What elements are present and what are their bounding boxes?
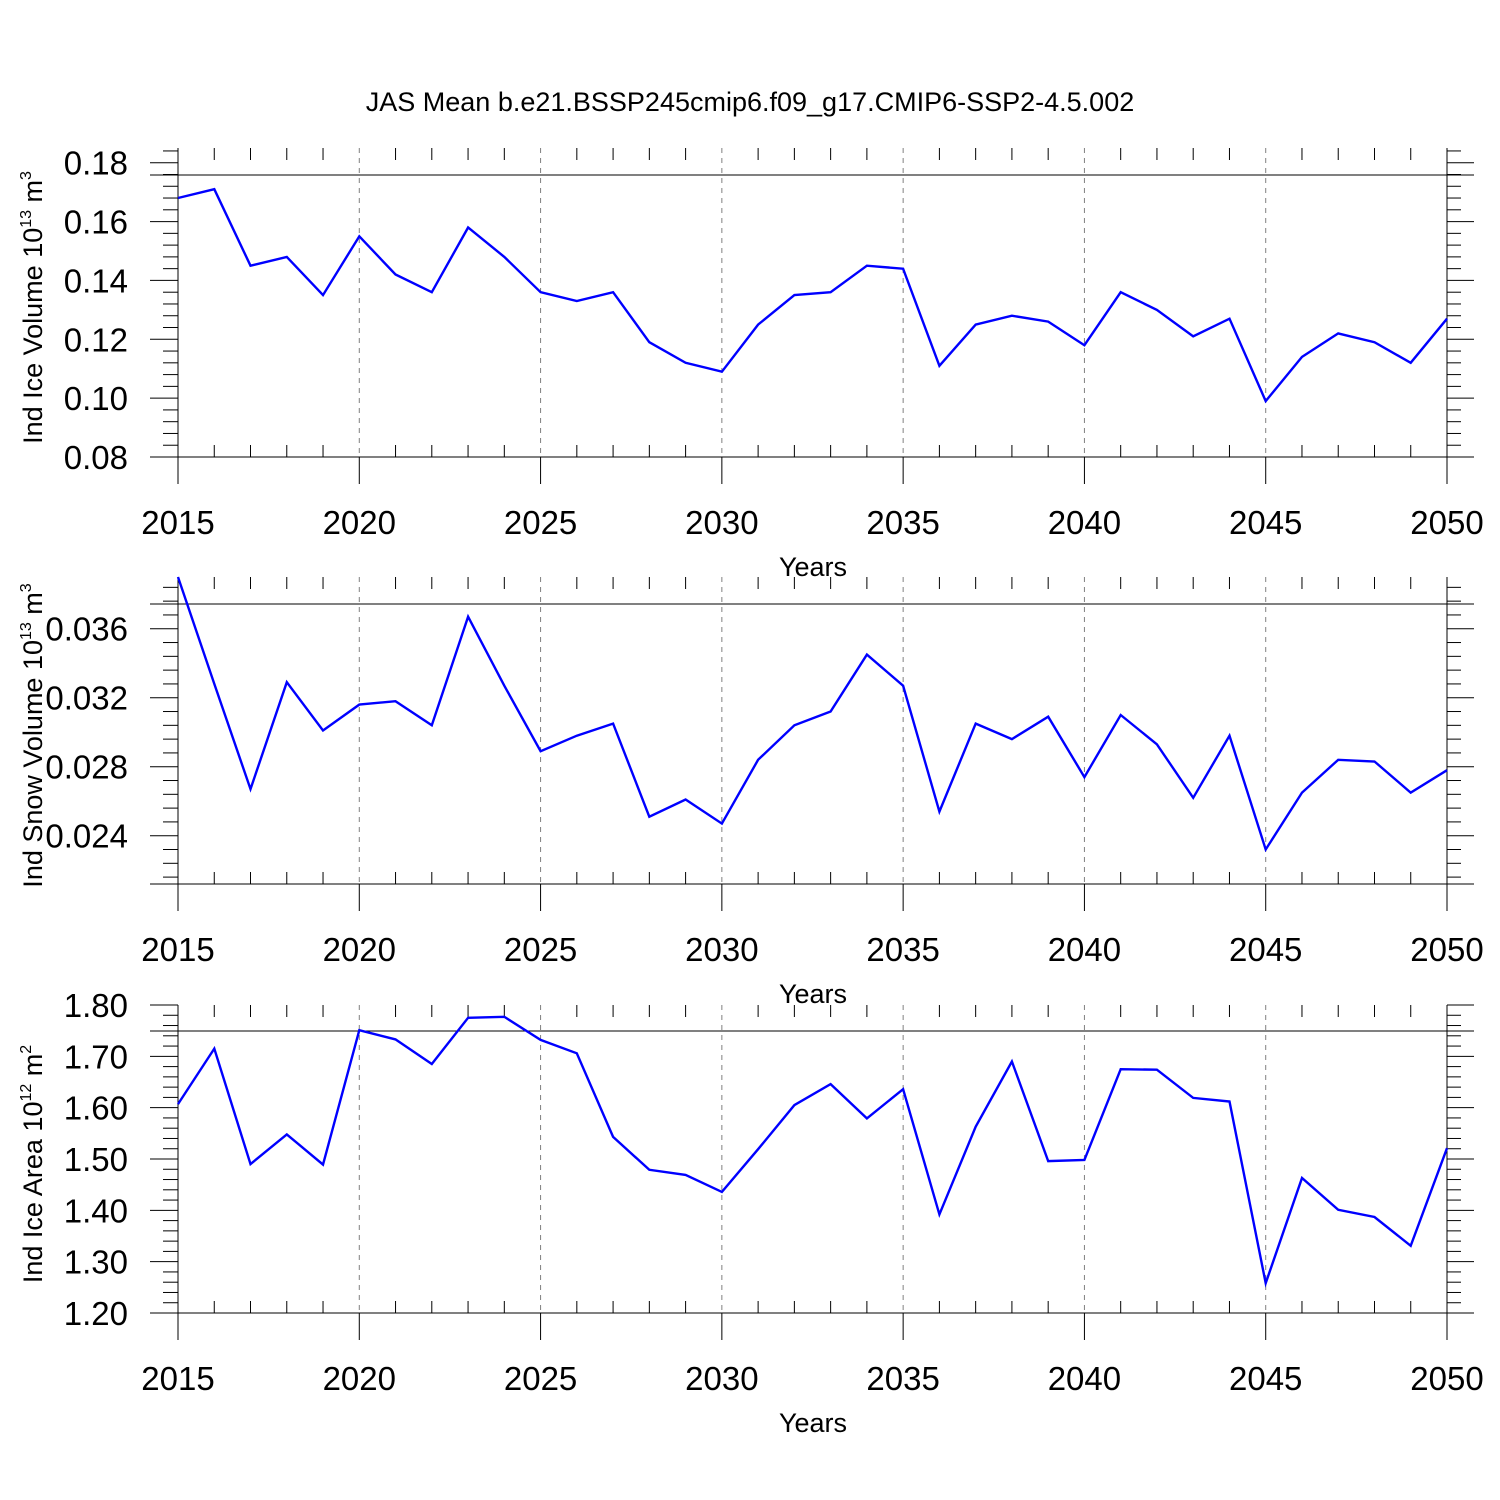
y-axis-title: Ind Ice Area 1012 m2 bbox=[18, 1045, 48, 1283]
y-tick-label: 0.08 bbox=[64, 439, 128, 476]
x-tick-label: 2045 bbox=[1229, 1360, 1302, 1397]
x-tick-label: 2040 bbox=[1048, 1360, 1121, 1397]
series-line-3 bbox=[176, 1015, 1449, 1288]
x-tick-label: 2015 bbox=[141, 931, 214, 968]
y-tick-label: 0.10 bbox=[64, 380, 128, 417]
x-tick-label: 2050 bbox=[1410, 931, 1483, 968]
panel-1: 2015 2020 2025 2030 2035 2040 2045 2050 Years 0.0… bbox=[18, 145, 1484, 582]
x-tick-label: 2015 bbox=[141, 504, 214, 541]
panel-2: 2015 2020 2025 2030 2035 2040 2045 2050 Years 0.0… bbox=[18, 576, 1484, 1009]
x-tick-label: 2045 bbox=[1229, 931, 1302, 968]
series-line-2 bbox=[176, 576, 1448, 853]
panels: 2015 2020 2025 2030 2035 2040 2045 2050 Years 0.0… bbox=[18, 145, 1484, 1438]
y-tick-label: 0.032 bbox=[45, 680, 128, 717]
y-tick-label: 1.40 bbox=[64, 1192, 128, 1229]
x-tick-label: 2030 bbox=[685, 1360, 758, 1397]
y-tick-label: 0.036 bbox=[45, 611, 128, 648]
x-tick-label: 2020 bbox=[323, 1360, 396, 1397]
y-tick-label: 1.20 bbox=[64, 1295, 128, 1332]
x-tick-label: 2050 bbox=[1410, 504, 1483, 541]
x-tick-label: 2050 bbox=[1410, 1360, 1483, 1397]
x-tick-label: 2025 bbox=[504, 1360, 577, 1397]
x-tick-label: 2025 bbox=[504, 931, 577, 968]
y-tick-label: 1.80 bbox=[64, 987, 128, 1024]
y-tick-label: 1.60 bbox=[64, 1090, 128, 1127]
x-tick-label: 2040 bbox=[1048, 931, 1121, 968]
panel-3: 2015 2020 2025 2030 2035 2040 2045 2050 Years 1.2… bbox=[18, 987, 1484, 1438]
y-tick-label: 1.50 bbox=[64, 1141, 128, 1178]
x-tick-label: 2040 bbox=[1048, 504, 1121, 541]
chart-title: JAS Mean b.e21.BSSP245cmip6.f09_g17.CMIP… bbox=[366, 87, 1134, 117]
y-axis-title: Ind Snow Volume 1013 m3 bbox=[18, 583, 48, 887]
y-tick-label: 0.18 bbox=[64, 145, 128, 182]
y-tick-label: 0.16 bbox=[64, 204, 128, 241]
x-tick-label: 2045 bbox=[1229, 504, 1302, 541]
x-tick-label: 2030 bbox=[685, 931, 758, 968]
y-tick-label: 0.028 bbox=[45, 749, 128, 786]
y-tick-label: 0.12 bbox=[64, 321, 128, 358]
series-line-1 bbox=[177, 187, 1448, 404]
y-tick-label: 1.30 bbox=[64, 1244, 128, 1281]
x-tick-label: 2035 bbox=[866, 504, 939, 541]
y-tick-label: 0.14 bbox=[64, 262, 128, 299]
x-tick-label: 2015 bbox=[141, 1360, 214, 1397]
x-tick-label: 2025 bbox=[504, 504, 577, 541]
x-axis-title: Years bbox=[779, 552, 847, 582]
x-axis-title: Years bbox=[779, 1408, 847, 1438]
y-axis-title: Ind Ice Volume 1013 m3 bbox=[18, 171, 48, 444]
y-tick-label: 1.70 bbox=[64, 1038, 128, 1075]
x-axis-title: Years bbox=[779, 979, 847, 1009]
x-tick-label: 2030 bbox=[685, 504, 758, 541]
x-tick-label: 2020 bbox=[323, 504, 396, 541]
y-tick-label: 0.024 bbox=[45, 818, 128, 855]
x-tick-label: 2035 bbox=[866, 931, 939, 968]
x-tick-label: 2020 bbox=[323, 931, 396, 968]
x-tick-label: 2035 bbox=[866, 1360, 939, 1397]
